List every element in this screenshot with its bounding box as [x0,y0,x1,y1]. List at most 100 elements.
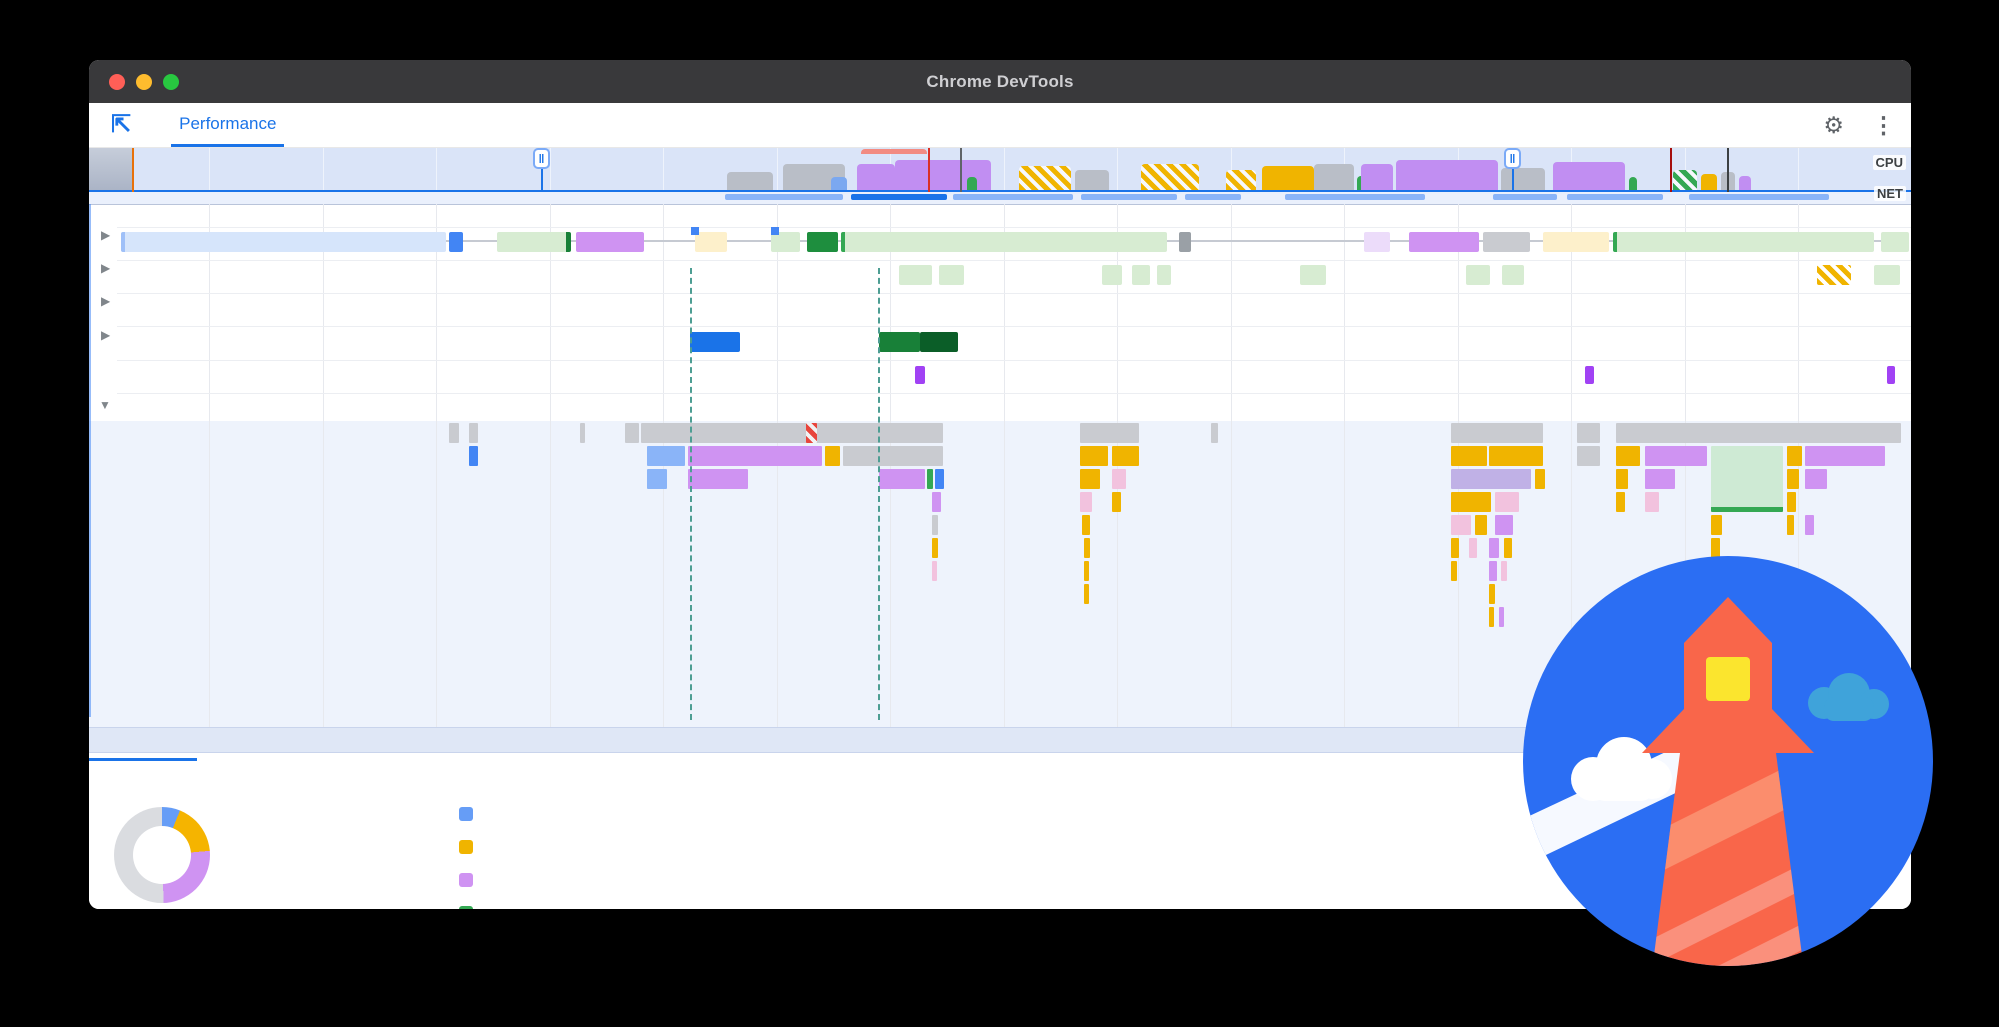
track-event-bar[interactable] [497,232,571,252]
net-request-bar[interactable] [1567,194,1663,200]
track-event-bar[interactable] [690,332,740,352]
net-request-bar[interactable] [725,194,843,200]
flame-bar[interactable] [1805,515,1814,535]
flame-bar[interactable] [843,446,943,466]
flame-bar[interactable] [1080,492,1092,512]
flame-bar[interactable] [1645,446,1707,466]
flame-bar[interactable] [647,469,667,489]
track-event-bar[interactable] [1543,232,1609,252]
flame-bar[interactable] [1112,469,1126,489]
flame-bar[interactable] [1616,492,1625,512]
flame-bar[interactable] [1805,469,1827,489]
flame-bar[interactable] [932,538,938,558]
flame-bar[interactable] [1489,584,1495,604]
track-event-bar[interactable] [1466,265,1490,285]
flame-bar[interactable] [932,492,941,512]
flame-bar[interactable] [688,469,748,489]
flame-bar[interactable] [1084,538,1090,558]
net-request-bar[interactable] [851,194,947,200]
flame-bar[interactable] [806,423,817,443]
flame-bar[interactable] [1080,469,1100,489]
flame-bar[interactable] [1499,607,1504,627]
zoom-pause-badge[interactable]: ‖ [1504,148,1521,169]
flame-bar[interactable] [647,446,685,466]
flame-bar[interactable] [1082,515,1090,535]
flame-bar[interactable] [1504,538,1512,558]
track-event-bar[interactable] [576,232,644,252]
flame-bar[interactable] [1645,492,1659,512]
flame-bar[interactable] [1489,561,1497,581]
flame-bar[interactable] [1451,446,1487,466]
track-event-bar[interactable] [841,232,1167,252]
track-toggle[interactable]: ▶ [101,228,111,242]
flame-bar[interactable] [469,423,478,443]
flame-bar[interactable] [641,423,943,443]
track-event-bar[interactable] [915,366,925,384]
flame-bar[interactable] [625,423,639,443]
flame-bar[interactable] [688,446,822,466]
timeline-overview[interactable]: CPU NET ‖ ‖ [89,148,1911,205]
flame-bar[interactable] [1475,515,1487,535]
flame-bar[interactable] [1451,538,1459,558]
track-event-bar[interactable] [771,232,800,252]
track-toggle[interactable]: ▶ [101,328,111,342]
flame-bar[interactable] [1501,561,1507,581]
flame-bar[interactable] [1084,584,1089,604]
minimize-window-button[interactable] [136,73,152,90]
track-event-bar[interactable] [939,265,964,285]
settings-gear-icon[interactable]: ⚙ [1823,111,1844,138]
flame-bar[interactable] [580,423,585,443]
flame-bar[interactable] [1112,446,1139,466]
flame-bar[interactable] [1616,423,1901,443]
net-request-bar[interactable] [1185,194,1241,200]
net-request-bar[interactable] [953,194,1073,200]
flame-bar[interactable] [1577,446,1600,466]
flame-bar[interactable] [1489,538,1499,558]
flame-bar[interactable] [1451,492,1491,512]
titlebar[interactable]: Chrome DevTools [89,60,1911,103]
legend-swatch[interactable] [459,840,473,854]
flame-bar[interactable] [469,446,478,466]
track-event-bar[interactable] [1157,265,1171,285]
track-event-bar[interactable] [1887,366,1895,384]
flame-bar[interactable] [1489,446,1543,466]
legend-swatch[interactable] [459,873,473,887]
tab-performance[interactable]: Performance [171,103,285,147]
close-window-button[interactable] [109,73,125,90]
flame-bar[interactable] [1616,469,1628,489]
flame-bar[interactable] [1080,423,1139,443]
track-event-bar[interactable] [1585,366,1594,384]
flame-bar[interactable] [1577,423,1600,443]
track-event-bar[interactable] [695,232,727,252]
flame-bar[interactable] [1211,423,1218,443]
flame-bar[interactable] [1489,607,1494,627]
flame-bar[interactable] [927,469,933,489]
overview-left-handle[interactable] [89,148,133,190]
track-event-bar[interactable] [1613,232,1874,252]
track-event-bar[interactable] [121,232,446,252]
track-event-bar[interactable] [1502,265,1524,285]
flame-bar[interactable] [1451,469,1531,489]
net-request-bar[interactable] [1493,194,1557,200]
flame-bar[interactable] [1451,561,1457,581]
track-event-bar[interactable] [1300,265,1326,285]
track-event-bar[interactable] [1874,265,1900,285]
track-toggle[interactable]: ▶ [101,261,111,275]
flame-bar[interactable] [1711,446,1783,512]
flame-bar[interactable] [1495,492,1519,512]
flame-bar[interactable] [449,423,459,443]
track-toggle[interactable]: ▶ [101,294,111,308]
flame-bar[interactable] [932,515,938,535]
flame-bar[interactable] [1451,423,1543,443]
flame-bar[interactable] [1711,538,1720,558]
flame-bar[interactable] [1805,446,1885,466]
flame-bar[interactable] [1711,515,1722,535]
net-request-bar[interactable] [1689,194,1829,200]
flame-bar[interactable] [1616,446,1640,466]
track-event-bar[interactable] [1881,232,1909,252]
flame-bar[interactable] [1469,538,1477,558]
track-event-bar[interactable] [449,232,463,252]
legend-swatch[interactable] [459,807,473,821]
track-event-bar[interactable] [1102,265,1122,285]
flame-bar[interactable] [1787,515,1794,535]
